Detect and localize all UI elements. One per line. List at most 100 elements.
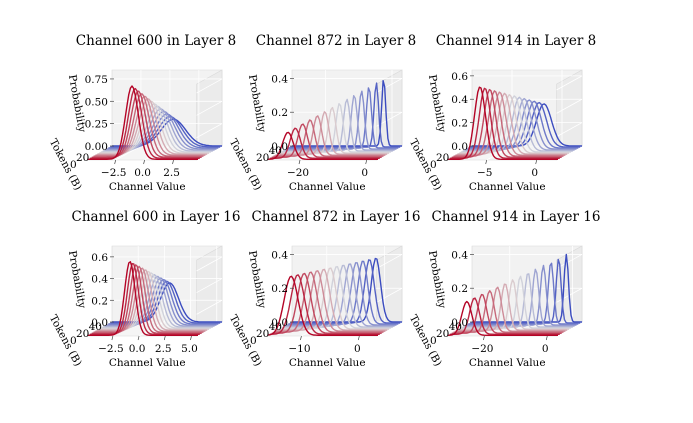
y-gridline-side <box>196 278 223 293</box>
x-tick-mark <box>535 159 538 165</box>
tokens-tick-label: 0 <box>250 335 257 347</box>
subplot-2: Channel 872 in Layer 8 0.0 0.2 0.4 −20 0 2040P… <box>227 33 416 193</box>
x-tick-mark <box>300 335 302 341</box>
x-tick-label: 5.0 <box>181 343 198 355</box>
series-line <box>470 258 581 324</box>
tokens-tick-label: 0 <box>70 335 77 347</box>
y-tick-label: 0.00 <box>85 141 108 153</box>
tokens-tick-label: 20 <box>436 328 449 340</box>
x-tick-label: 2.5 <box>155 343 172 355</box>
y-gridline-side <box>556 122 583 137</box>
tokens-axis-label: Tokens (B) <box>227 137 264 193</box>
x-tick-label: −2.5 <box>98 343 124 355</box>
tokens-tick-label: 20 <box>76 328 89 340</box>
series-line <box>455 286 566 332</box>
x-tick-mark <box>545 335 548 341</box>
series-line <box>100 103 211 153</box>
subplot-title: Channel 914 in Layer 16 <box>432 209 601 225</box>
series-line <box>267 131 378 160</box>
series-line <box>280 266 391 329</box>
tokens-tick-label: 40 <box>449 321 462 333</box>
y-tick-label: 0.0 <box>271 141 288 153</box>
series-line <box>89 87 200 159</box>
y-gridline-side <box>556 75 583 91</box>
y-gridline-side <box>196 78 223 94</box>
y-gridline-side <box>196 123 223 138</box>
series-line <box>279 267 390 330</box>
x-tick-label: −2.5 <box>101 167 127 179</box>
y-tick-label: 0.4 <box>271 249 288 261</box>
series-line <box>95 267 206 332</box>
subplot-3: Channel 914 in Layer 80.00.20.40.6−5 0020… <box>407 33 596 193</box>
subplot-title: Channel 914 in Layer 8 <box>436 33 596 49</box>
series-line <box>459 279 570 330</box>
x-tick-label: 0 <box>542 343 549 355</box>
y-tick-label: 0.50 <box>85 96 108 108</box>
y-gridline-side <box>376 254 403 269</box>
series-line <box>275 115 386 156</box>
x-tick-mark <box>365 159 368 165</box>
x-tick-mark <box>483 335 485 341</box>
y-tick-label: 0.6 <box>91 252 108 264</box>
y-gridline-side <box>376 287 403 303</box>
x-tick-mark <box>190 335 192 341</box>
y-tick-label: 0.75 <box>85 74 108 86</box>
series-line <box>88 261 198 336</box>
tokens-tick-label: 0 <box>430 335 437 347</box>
tokens-tick-label: 40 <box>89 321 102 333</box>
x-tick-mark <box>143 159 145 165</box>
tokens-tick-label: 20 <box>436 152 449 164</box>
y-gridline-side <box>556 98 583 114</box>
y-tick-label: 0.4 <box>451 249 468 261</box>
series-line <box>282 264 393 328</box>
x-tick-mark <box>111 335 114 341</box>
y-gridline-side <box>556 254 583 269</box>
subplot-title: Channel 872 in Layer 16 <box>252 209 421 225</box>
x-axis-label: Channel Value <box>109 181 186 193</box>
y-gridline-side <box>196 299 223 315</box>
tokens-tick-label: 40 <box>269 145 282 157</box>
series-line <box>453 290 564 333</box>
series-line <box>97 269 208 331</box>
x-tick-mark <box>172 159 174 165</box>
y-gridline-side <box>196 256 223 272</box>
y-tick-label: 0.2 <box>271 283 288 295</box>
y-gridline-side <box>376 78 403 93</box>
y-axis-label: Probability <box>426 74 448 134</box>
series-line <box>106 277 217 326</box>
x-tick-mark <box>163 335 166 341</box>
series-line <box>97 98 208 155</box>
series-line <box>449 297 560 335</box>
x-tick-label: −5 <box>477 167 492 179</box>
series-line <box>269 274 380 335</box>
x-axis-label: Channel Value <box>469 357 546 369</box>
series-line <box>100 272 211 329</box>
x-tick-label: 0 <box>361 167 368 179</box>
y-tick-label: 0.4 <box>451 94 468 106</box>
series-line <box>93 265 204 333</box>
x-axis-label: Channel Value <box>289 181 366 193</box>
series-line <box>95 95 206 156</box>
series-line <box>277 268 388 331</box>
series-line <box>89 263 200 335</box>
series-line <box>277 111 388 155</box>
y-axis-label: Probability <box>66 250 88 310</box>
x-tick-label: 0 <box>531 167 538 179</box>
x-tick-label: 0.0 <box>129 343 146 355</box>
series-line <box>267 275 378 336</box>
y-tick-label: 0.25 <box>85 119 108 131</box>
y-tick-label: 0.2 <box>451 283 468 295</box>
y-axis-label: Probability <box>246 74 268 134</box>
x-axis-label: Channel Value <box>109 357 186 369</box>
series-line <box>91 264 202 334</box>
tokens-tick-label: 20 <box>256 152 269 164</box>
y-tick-label: 0.0 <box>91 317 108 329</box>
series-line <box>93 93 204 157</box>
series-line <box>468 262 579 325</box>
y-tick-label: 0.4 <box>91 274 108 286</box>
x-tick-mark <box>114 159 116 165</box>
series-line <box>273 271 384 333</box>
series-line <box>286 90 397 150</box>
y-gridline-side <box>196 100 223 116</box>
